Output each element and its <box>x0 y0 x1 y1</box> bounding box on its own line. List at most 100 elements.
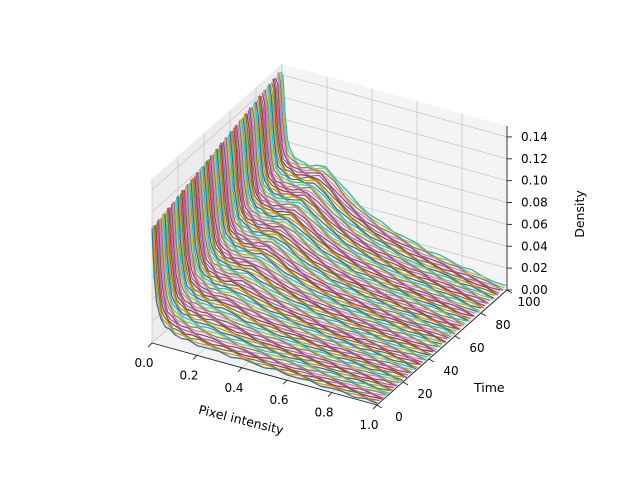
x-axis-line <box>151 342 378 406</box>
density-series-line <box>233 127 460 331</box>
density-series-line <box>259 95 486 307</box>
density-series-line <box>209 155 436 353</box>
density-series-line <box>228 134 454 335</box>
density-series-line <box>248 107 475 317</box>
x-tick-mark <box>372 404 378 410</box>
density-series-line <box>151 228 378 405</box>
density-series-line <box>187 184 414 371</box>
density-series-line <box>246 113 473 317</box>
density-series-line <box>168 207 395 389</box>
y-tick-mark <box>428 358 435 363</box>
density-series-line <box>213 151 440 348</box>
z-tick-label: 0.14 <box>521 130 548 144</box>
z-tick-label: 0.08 <box>521 196 548 210</box>
density-series-line <box>186 183 413 374</box>
x-tick-mark <box>147 342 153 348</box>
density-series-line <box>215 148 442 348</box>
y-tick-label: 80 <box>495 318 510 332</box>
density-series-line <box>182 189 409 376</box>
density-series-line <box>170 203 397 387</box>
density-series-line <box>221 143 448 340</box>
density-series-line <box>156 221 383 400</box>
density-series-line <box>272 78 499 296</box>
density-series-line <box>195 172 422 366</box>
z-tick-label: 0.10 <box>521 174 548 188</box>
density-series-line <box>199 169 426 361</box>
density-series-line <box>229 131 456 335</box>
density-series-line <box>196 172 423 363</box>
y-axis-line <box>376 289 508 406</box>
density-series-line <box>212 154 439 348</box>
density-series-line <box>277 72 504 291</box>
x-tick-label: 0.8 <box>314 406 333 420</box>
density-series-line <box>172 201 399 387</box>
density-series-line <box>273 77 500 294</box>
z-axis-label: Density <box>572 190 587 238</box>
x-tick-mark <box>282 379 288 385</box>
density-series-line <box>183 189 410 374</box>
density-series-line <box>263 89 490 304</box>
density-series-line <box>207 160 434 353</box>
density-series-line <box>181 190 408 379</box>
density-series-line <box>217 148 444 343</box>
z-tick-label: 0.02 <box>521 261 548 275</box>
density-series-line <box>226 137 453 335</box>
density-series-line <box>185 186 412 374</box>
density-series-line <box>157 219 384 400</box>
y-tick-mark <box>376 404 383 409</box>
y-tick-label: 60 <box>469 341 484 355</box>
density-series-line <box>260 95 487 304</box>
x-tick-mark <box>192 355 198 360</box>
density-series-line <box>252 103 479 313</box>
density-series-line <box>205 160 432 356</box>
density-series-line <box>192 178 419 366</box>
density-series-line <box>176 196 403 383</box>
y-tick-mark <box>506 289 513 294</box>
density-series-line <box>204 162 431 357</box>
density-series-line <box>239 119 466 325</box>
density-series-line <box>163 213 389 394</box>
x-tick-mark <box>327 392 333 397</box>
density-series-line <box>218 144 445 344</box>
density-series-line <box>241 119 467 322</box>
back-pane <box>282 64 507 290</box>
density-series-line <box>152 225 379 405</box>
density-series-line <box>268 83 495 299</box>
density-series-line <box>202 166 428 358</box>
density-series-line <box>257 96 484 309</box>
density-series-line <box>230 131 457 332</box>
x-tick-mark <box>237 367 243 373</box>
z-tick-label: 0.06 <box>521 217 548 231</box>
density-series-line <box>278 72 505 289</box>
density-series-line <box>220 142 447 343</box>
z-grid-line <box>151 96 508 213</box>
density-series-line <box>225 136 452 338</box>
y-tick-mark <box>480 312 487 317</box>
density-series-line <box>274 77 501 291</box>
density-series-line <box>164 213 391 391</box>
series-lines <box>151 71 506 405</box>
z-tick-label: 0.12 <box>521 152 548 166</box>
density-series-line <box>231 130 458 330</box>
y-tick-mark <box>454 335 461 340</box>
density-series-line <box>191 177 418 369</box>
density-series-line <box>255 101 482 309</box>
density-series-line <box>261 92 488 304</box>
y-axis-label: Time <box>473 380 505 395</box>
y-tick-label: 100 <box>518 295 541 309</box>
y-tick-mark <box>402 381 409 386</box>
density-series-line <box>280 71 506 287</box>
x-tick-label: 0.0 <box>134 356 153 370</box>
density-series-line <box>235 125 462 327</box>
density-series-line <box>269 84 496 296</box>
density-series-line <box>276 75 503 291</box>
x-tick-label: 1.0 <box>359 418 378 432</box>
density-series-line <box>153 225 380 402</box>
density-series-line <box>247 110 474 318</box>
z-tick-label: 0.04 <box>521 239 548 253</box>
y-tick-label: 40 <box>443 364 458 378</box>
y-tick-label: 20 <box>417 387 432 401</box>
density-series-line <box>211 154 438 351</box>
density-series-line <box>166 207 393 392</box>
